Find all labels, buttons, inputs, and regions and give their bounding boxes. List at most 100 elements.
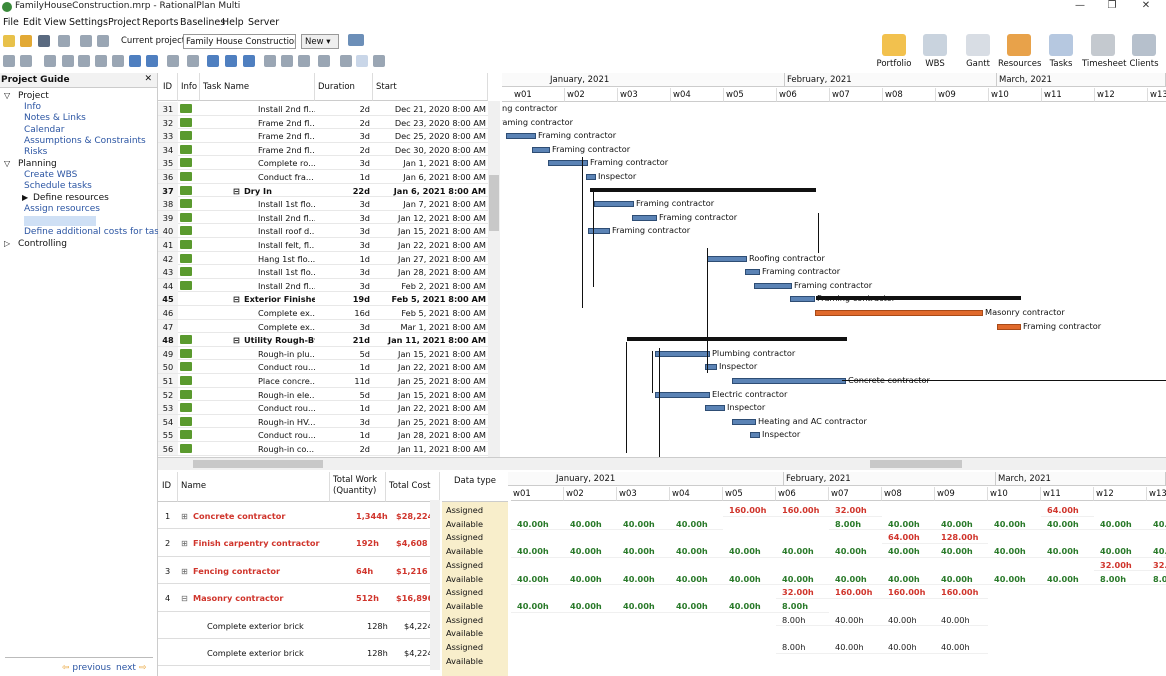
menu-view[interactable]: View [44,17,67,28]
guide-section-6[interactable]: Planning [18,159,57,169]
menu-project[interactable]: Project [108,17,141,28]
close-window-button[interactable]: ✕ [1141,0,1151,11]
minimize-button[interactable]: — [1075,0,1085,11]
portfolio-button[interactable]: Portfolio [873,31,915,71]
save-icon[interactable] [38,35,50,47]
resource-row[interactable]: Complete exterior brick 128h $4,224 [158,639,440,667]
task-row[interactable]: 34 Frame 2nd fl... 2d Dec 30, 2020 8:00 AM [158,142,488,157]
zoom-in-icon[interactable] [298,55,310,67]
task-row[interactable]: 41 Install felt, fl... 3d Jan 22, 2021 8:00… [158,238,488,252]
guide-section-0[interactable]: Project [18,91,49,101]
task-row[interactable]: 51 Place concre... 11d Jan 25, 2021 8:00 AM [158,374,488,388]
undo-icon[interactable] [80,35,92,47]
gantt-bar[interactable] [754,282,792,289]
arrow-right-icon[interactable] [62,55,74,67]
gantt-bar[interactable] [548,160,588,167]
gantt-bar[interactable] [586,174,596,180]
guide-toggle-icon[interactable]: ▽ [4,91,11,100]
horizontal-scrollbar[interactable] [158,457,1166,470]
task-row[interactable]: 56 Rough-in co... 2d Jan 11, 2021 8:00 AM [158,442,488,456]
layout-icon[interactable] [373,55,385,67]
resources-button[interactable]: Resources [998,31,1041,71]
guide-item-4[interactable]: Assumptions & Constraints [24,136,146,146]
task-row[interactable]: 47 Complete ex... 3d Mar 1, 2021 8:00 AM [158,319,488,334]
col-info-header[interactable]: Info [178,73,200,101]
gantt-bar[interactable] [532,146,550,153]
guide-item-12[interactable]: Define additional costs for tasks [24,227,169,237]
menu-reports[interactable]: Reports [142,17,179,28]
task-row[interactable]: 36 Conduct fra... 1d Jan 6, 2021 8:00 AM [158,170,488,184]
collapse-icon[interactable]: ⊟ [233,294,240,305]
clients-button[interactable]: Clients [1123,31,1165,71]
task-row[interactable]: 39 Install 2nd fl... 3d Jan 12, 2021 8:00 A… [158,210,488,225]
task-row[interactable]: 42 Hang 1st flo... 1d Jan 27, 2021 8:00 AM [158,251,488,266]
new-file-icon[interactable] [3,35,15,47]
gantt-bar[interactable] [707,255,747,262]
task-row[interactable]: 44 Install 2nd fl... 3d Feb 2, 2021 8:00 AM [158,278,488,293]
guide-item-7[interactable]: Create WBS [24,170,78,180]
indent-icon[interactable] [20,55,32,67]
resource-expand-icon[interactable]: ⊞ [181,565,188,576]
task-row[interactable]: 53 Conduct rou... 1d Jan 22, 2021 8:00 AM [158,401,488,415]
guide-item-11[interactable]: Estimate costs [24,216,96,226]
resource-expand-icon[interactable]: ⊞ [181,511,188,521]
outdent-icon[interactable] [3,55,15,67]
task-row[interactable]: 40 Install roof d... 3d Jan 15, 2021 8:00 A… [158,224,488,238]
assign-icon[interactable] [187,55,199,67]
gantt-bar[interactable] [997,323,1021,330]
task-row[interactable]: 55 Conduct rou... 1d Jan 28, 2021 8:00 AM [158,428,488,442]
col-id-header[interactable]: ID [158,73,178,101]
gantt-view-icon[interactable] [356,55,368,67]
filter-icon[interactable] [340,55,352,67]
guide-item-2[interactable]: Notes & Links [24,113,86,123]
gantt-bar[interactable] [594,201,634,208]
guide-item-10[interactable]: Assign resources [24,204,100,214]
schedule-icon[interactable] [207,55,219,67]
guide-item-1[interactable]: Info [24,102,42,112]
task-row[interactable]: 33 Frame 2nd fl... 3d Dec 25, 2020 8:00 AM [158,129,488,143]
gantt-bar[interactable] [588,228,610,235]
timesheet-button[interactable]: Timesheet [1082,31,1126,71]
task-row[interactable]: 43 Install 1st flo... 3d Jan 28, 2021 8:00 … [158,265,488,279]
res-col-name-header[interactable]: Name [178,472,330,502]
menu-baselines[interactable]: Baselines [180,17,226,28]
guide-item-5[interactable]: Risks [24,147,48,157]
arrow-down-icon[interactable] [112,55,124,67]
gantt-bar[interactable] [732,378,846,384]
open-folder-icon[interactable] [20,35,32,47]
task-row[interactable]: 46 Complete ex... 16d Feb 5, 2021 8:00 AM [158,306,488,320]
gantt-bar[interactable] [655,391,710,398]
gantt-bar[interactable] [705,364,717,371]
resource-expand-icon[interactable]: ⊞ [181,538,188,549]
gantt-bar[interactable] [655,350,710,357]
gantt-bar[interactable] [790,296,815,303]
email-icon[interactable] [348,34,364,46]
close-guide-icon[interactable]: ✕ [144,74,152,84]
summary-bar[interactable] [627,337,847,342]
gantt-bar[interactable] [506,133,536,140]
next-link[interactable]: next ⇨ [116,663,147,673]
resource-row[interactable]: 4 ⊟ Masonry contractor 512h $16,896 [158,584,440,612]
maximize-button[interactable]: ❐ [1107,0,1117,11]
redo-icon[interactable] [97,35,109,47]
resource-expand-icon[interactable]: ⊟ [181,593,188,604]
resource-row[interactable]: 1 ⊞ Concrete contractor 1,344h $28,224 [158,502,440,530]
guide-item-9[interactable]: Define resources [33,193,109,203]
gantt-bar[interactable] [632,214,657,221]
table-icon[interactable] [243,55,255,67]
link-tasks-icon[interactable] [44,55,56,67]
expand-icon[interactable]: ▶ [22,193,29,202]
task-row[interactable]: 45 ⊟ Exterior Finishes 19d Feb 5, 2021 8:00 … [158,292,488,306]
expand-icon[interactable] [129,55,141,67]
gantt-bar[interactable] [745,269,760,276]
gantt-bar[interactable] [815,310,983,316]
task-row[interactable]: 37 ⊟ Dry In 22d Jan 6, 2021 8:00 AM [158,183,488,198]
gantt-bar[interactable] [732,418,756,425]
menu-edit[interactable]: Edit [23,17,42,28]
gantt-bar[interactable] [750,432,760,439]
current-project-select[interactable]: Family House Construction [183,34,296,49]
task-row[interactable]: 32 Frame 2nd fl... 2d Dec 23, 2020 8:00 AM [158,115,488,130]
task-row[interactable]: 49 Rough-in plu... 5d Jan 15, 2021 8:00 AM [158,346,488,361]
collapse-icon[interactable]: ⊟ [233,335,240,346]
menu-server[interactable]: Server [248,17,280,28]
